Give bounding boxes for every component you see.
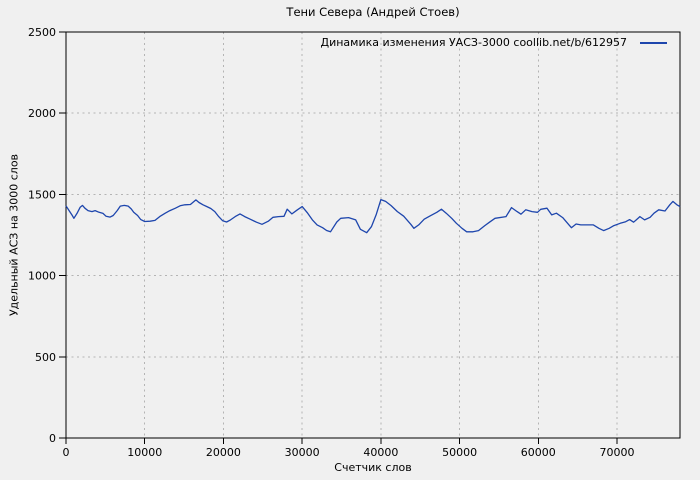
x-axis-label: Счетчик слов — [334, 461, 412, 474]
y-tick-label: 0 — [49, 432, 56, 445]
legend-series-label: Динамика изменения УАСЗ-3000 coollib.net… — [320, 36, 628, 49]
chart-title: Тени Севера (Андрей Стоев) — [286, 5, 460, 19]
x-tick-label: 20000 — [206, 446, 241, 459]
y-tick-label: 2500 — [28, 26, 56, 39]
x-tick-label: 40000 — [363, 446, 398, 459]
y-tick-label: 1000 — [28, 270, 56, 283]
y-tick-label: 2000 — [28, 107, 56, 120]
legend: Динамика изменения УАСЗ-3000 coollib.net… — [320, 36, 667, 49]
y-tick-label: 500 — [35, 351, 56, 364]
legend-line-sample-icon — [640, 41, 667, 44]
x-tick-label: 60000 — [521, 446, 556, 459]
x-tick-label: 0 — [63, 446, 70, 459]
y-tick-label: 1500 — [28, 188, 56, 201]
data-series-line — [65, 198, 681, 234]
x-tick-label: 50000 — [442, 446, 477, 459]
x-tick-label: 70000 — [600, 446, 635, 459]
x-tick-label: 10000 — [127, 446, 162, 459]
x-tick-label: 30000 — [285, 446, 320, 459]
